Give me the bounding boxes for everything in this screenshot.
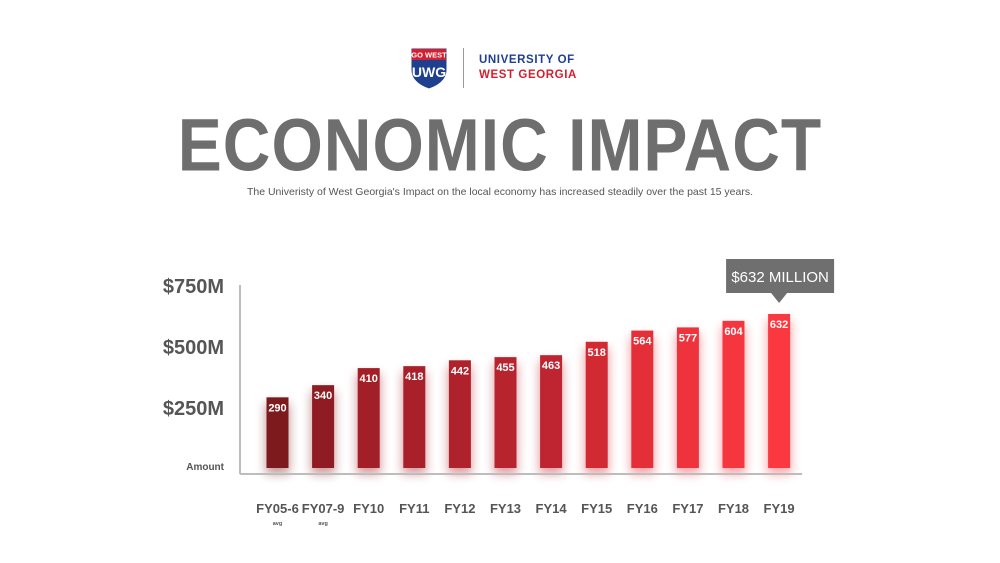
bar-value-label: 418 bbox=[405, 371, 423, 383]
x-tick-label: FY05-6 bbox=[256, 501, 299, 516]
x-tick-label: FY07-9 bbox=[302, 501, 345, 516]
bar bbox=[357, 368, 380, 468]
x-tick-label: FY19 bbox=[764, 501, 795, 516]
y-tick-label: $500M bbox=[163, 337, 224, 359]
x-tick-label: FY14 bbox=[536, 501, 568, 516]
bar bbox=[631, 330, 654, 468]
shield-letters: UWG bbox=[412, 64, 446, 80]
page-subtitle: The Univeristy of West Georgia's Impact … bbox=[246, 186, 754, 198]
bar-value-label: 577 bbox=[679, 332, 697, 344]
bar bbox=[494, 357, 517, 468]
bar-value-label: 518 bbox=[588, 347, 606, 359]
bar-value-label: 632 bbox=[770, 319, 788, 331]
callout-text: $632 MILLION bbox=[731, 269, 829, 286]
bar-value-label: 290 bbox=[268, 402, 286, 414]
university-name-line1: UNIVERSITY OF bbox=[479, 54, 575, 66]
x-tick-label: FY11 bbox=[399, 501, 429, 516]
bar bbox=[266, 397, 289, 468]
bar bbox=[540, 355, 563, 468]
bar bbox=[448, 360, 471, 468]
x-tick-label: FY12 bbox=[444, 501, 475, 516]
logo-divider bbox=[463, 48, 464, 88]
y-tick-label: $750M bbox=[163, 276, 224, 298]
x-tick-label: FY17 bbox=[672, 501, 703, 516]
bar-value-label: 442 bbox=[451, 365, 469, 377]
bar-value-label: 410 bbox=[360, 373, 378, 385]
x-tick-label: FY16 bbox=[627, 501, 658, 516]
x-tick-note: avg bbox=[318, 521, 327, 527]
university-logo: GO WEST UWG UNIVERSITY OF WEST GEORGIA bbox=[409, 46, 579, 90]
bar bbox=[403, 366, 426, 468]
x-tick-label: FY18 bbox=[718, 501, 749, 516]
y-axis-label: Amount bbox=[186, 462, 224, 473]
x-tick-label: FY13 bbox=[490, 501, 521, 516]
university-name-line2: WEST GEORGIA bbox=[479, 69, 577, 81]
bar-value-label: 340 bbox=[314, 390, 332, 402]
bar bbox=[312, 385, 335, 468]
x-tick-label: FY10 bbox=[353, 501, 384, 516]
bar bbox=[585, 341, 608, 468]
callout-box bbox=[726, 259, 835, 293]
uwg-shield-icon: GO WEST UWG bbox=[410, 47, 448, 90]
shield-top-text: GO WEST bbox=[411, 51, 447, 60]
bar-value-label: 604 bbox=[724, 326, 743, 338]
bar-value-label: 463 bbox=[542, 360, 560, 372]
y-tick-label: $250M bbox=[163, 398, 224, 420]
bar bbox=[722, 320, 745, 468]
callout-pointer bbox=[771, 293, 788, 303]
x-tick-note: avg bbox=[273, 521, 282, 527]
bar bbox=[768, 314, 791, 468]
x-tick-label: FY15 bbox=[581, 501, 612, 516]
page-title: ECONOMIC IMPACT bbox=[177, 103, 823, 186]
bar bbox=[676, 327, 699, 468]
bar-value-label: 455 bbox=[496, 362, 514, 374]
bar-value-label: 564 bbox=[633, 336, 652, 348]
